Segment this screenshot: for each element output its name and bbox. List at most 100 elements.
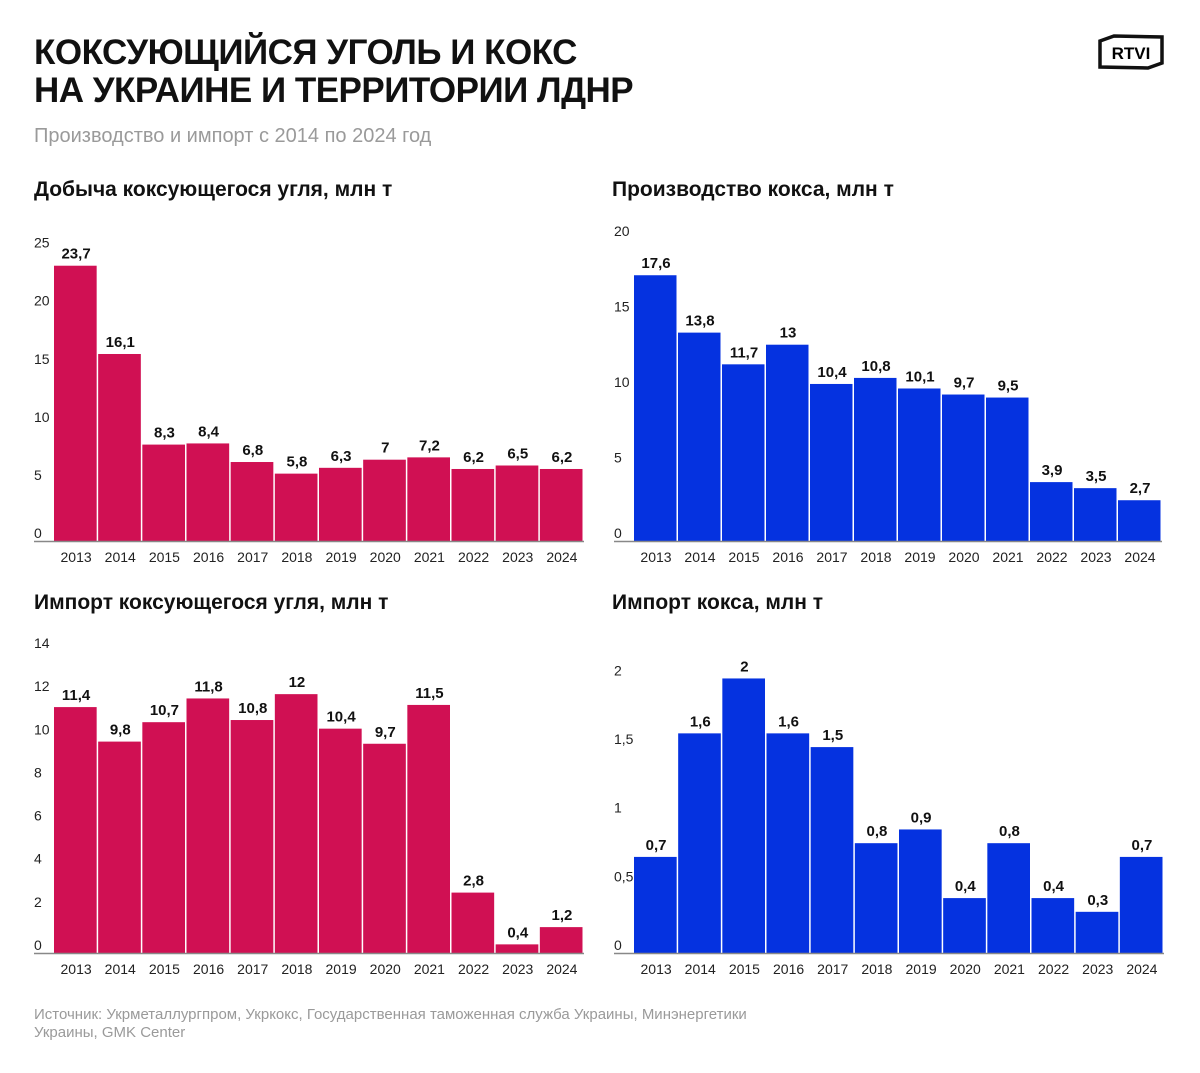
x-tick-label: 2023 [502, 549, 533, 565]
bar-2018 [854, 377, 897, 541]
y-tick-label: 6 [34, 808, 42, 824]
x-tick-label: 2015 [149, 549, 180, 565]
data-label: 6,3 [331, 448, 352, 465]
y-tick-label: 5 [614, 450, 622, 466]
data-label: 9,7 [375, 724, 396, 741]
data-label: 0,7 [646, 837, 667, 854]
x-tick-label: 2016 [193, 961, 224, 977]
y-tick-label: 25 [34, 235, 50, 251]
data-label: 16,1 [106, 334, 135, 351]
bar-2023 [495, 465, 539, 541]
x-tick-label: 2016 [193, 549, 224, 565]
bar-2022 [451, 468, 495, 541]
rtvi-logo: RTVI [1098, 34, 1164, 70]
bar-2016 [766, 344, 809, 541]
bar-2017 [810, 747, 854, 953]
bar-2016 [186, 443, 230, 541]
data-label: 6,8 [242, 442, 263, 459]
data-label: 10,7 [150, 702, 179, 719]
y-tick-label: 15 [614, 299, 630, 315]
source-note: Источник: Укрметаллургпром, Укркокс, Гос… [34, 1006, 747, 1041]
x-tick-label: 2021 [994, 961, 1025, 977]
chart-title-coal-mining: Добыча коксующегося угля, млн т [34, 178, 393, 201]
data-label: 2,8 [463, 873, 484, 890]
bar-2021 [407, 457, 450, 541]
data-label: 1,6 [778, 713, 799, 730]
bar-2020 [363, 459, 406, 541]
chart-coal-mining: 0 5 10 15 20 25 23,7 2013 16,1 2014 8,3 2015 8,4 2016… [34, 235, 584, 565]
bar-2020 [363, 743, 406, 953]
x-tick-label: 2019 [326, 549, 357, 565]
x-tick-label: 2020 [370, 549, 401, 565]
y-tick-label: 2 [614, 662, 622, 678]
bar-2022 [1030, 482, 1073, 541]
x-tick-label: 2024 [546, 961, 577, 977]
bar-2024 [1119, 856, 1163, 953]
data-label: 0,9 [911, 809, 932, 826]
data-label: 10,4 [326, 709, 356, 726]
data-label: 23,7 [61, 246, 90, 263]
data-label: 0,4 [507, 924, 529, 941]
x-tick-label: 2024 [546, 549, 577, 565]
subtitle: Производство и импорт с 2014 по 2024 год [34, 125, 432, 147]
y-tick-label: 0 [614, 525, 622, 541]
y-tick-label: 20 [34, 293, 50, 309]
bar-2015 [722, 364, 765, 541]
x-tick-label: 2018 [861, 961, 892, 977]
data-label: 11,7 [730, 344, 758, 361]
x-tick-label: 2022 [1036, 549, 1067, 565]
bar-2024 [1118, 500, 1161, 541]
bar-2014 [98, 353, 141, 541]
x-tick-label: 2022 [1038, 961, 1069, 977]
data-label: 6,2 [463, 449, 484, 466]
y-tick-label: 12 [34, 678, 50, 694]
data-label: 0,4 [955, 878, 977, 895]
y-tick-label: 4 [34, 851, 42, 867]
bar-2019 [319, 728, 362, 953]
x-tick-label: 2019 [904, 549, 935, 565]
svg-text:RTVI: RTVI [1112, 44, 1151, 63]
x-tick-label: 2021 [414, 961, 445, 977]
y-tick-label: 0,5 [614, 868, 634, 884]
data-label: 11,8 [194, 678, 222, 695]
x-tick-label: 2020 [948, 549, 979, 565]
x-tick-label: 2020 [370, 961, 401, 977]
data-label: 10,4 [817, 364, 847, 381]
x-tick-label: 2021 [992, 549, 1023, 565]
bar-2018 [274, 694, 318, 953]
x-tick-label: 2019 [906, 961, 937, 977]
x-tick-label: 2023 [1080, 549, 1111, 565]
bar-2014 [678, 332, 721, 541]
y-tick-label: 20 [614, 223, 630, 239]
x-tick-label: 2019 [326, 961, 357, 977]
bar-2013 [54, 265, 97, 541]
data-label: 8,3 [154, 425, 175, 442]
x-tick-label: 2016 [773, 961, 804, 977]
x-tick-label: 2017 [237, 549, 268, 565]
bar-2023 [495, 944, 539, 953]
data-label: 8,4 [198, 423, 220, 440]
data-label: 0,3 [1087, 892, 1108, 909]
page-title: КОКСУЮЩИЙСЯ УГОЛЬ И КОКС НА УКРАИНЕ И ТЕ… [34, 34, 634, 110]
y-tick-label: 0 [34, 525, 42, 541]
data-label: 3,5 [1086, 468, 1107, 485]
x-tick-label: 2014 [105, 961, 136, 977]
bar-2014 [98, 741, 141, 953]
bar-2024 [539, 468, 583, 541]
y-tick-label: 8 [34, 764, 42, 780]
x-tick-label: 2013 [641, 961, 672, 977]
y-tick-label: 1 [614, 800, 622, 816]
data-label: 9,7 [954, 375, 975, 392]
bar-2016 [766, 733, 810, 953]
data-label: 12 [289, 674, 306, 691]
chart-coal-import: 0 2 4 6 8 10 12 14 11,4 2013 9,8 2014 10,7 2015 11,8 20… [34, 635, 584, 977]
x-tick-label: 2013 [640, 549, 671, 565]
x-tick-label: 2016 [772, 549, 803, 565]
x-tick-label: 2013 [61, 549, 92, 565]
bar-2019 [899, 829, 942, 953]
bar-2015 [142, 444, 185, 541]
data-label: 0,4 [1043, 878, 1065, 895]
x-tick-label: 2022 [458, 961, 489, 977]
data-label: 0,7 [1131, 837, 1152, 854]
data-label: 0,8 [866, 823, 887, 840]
